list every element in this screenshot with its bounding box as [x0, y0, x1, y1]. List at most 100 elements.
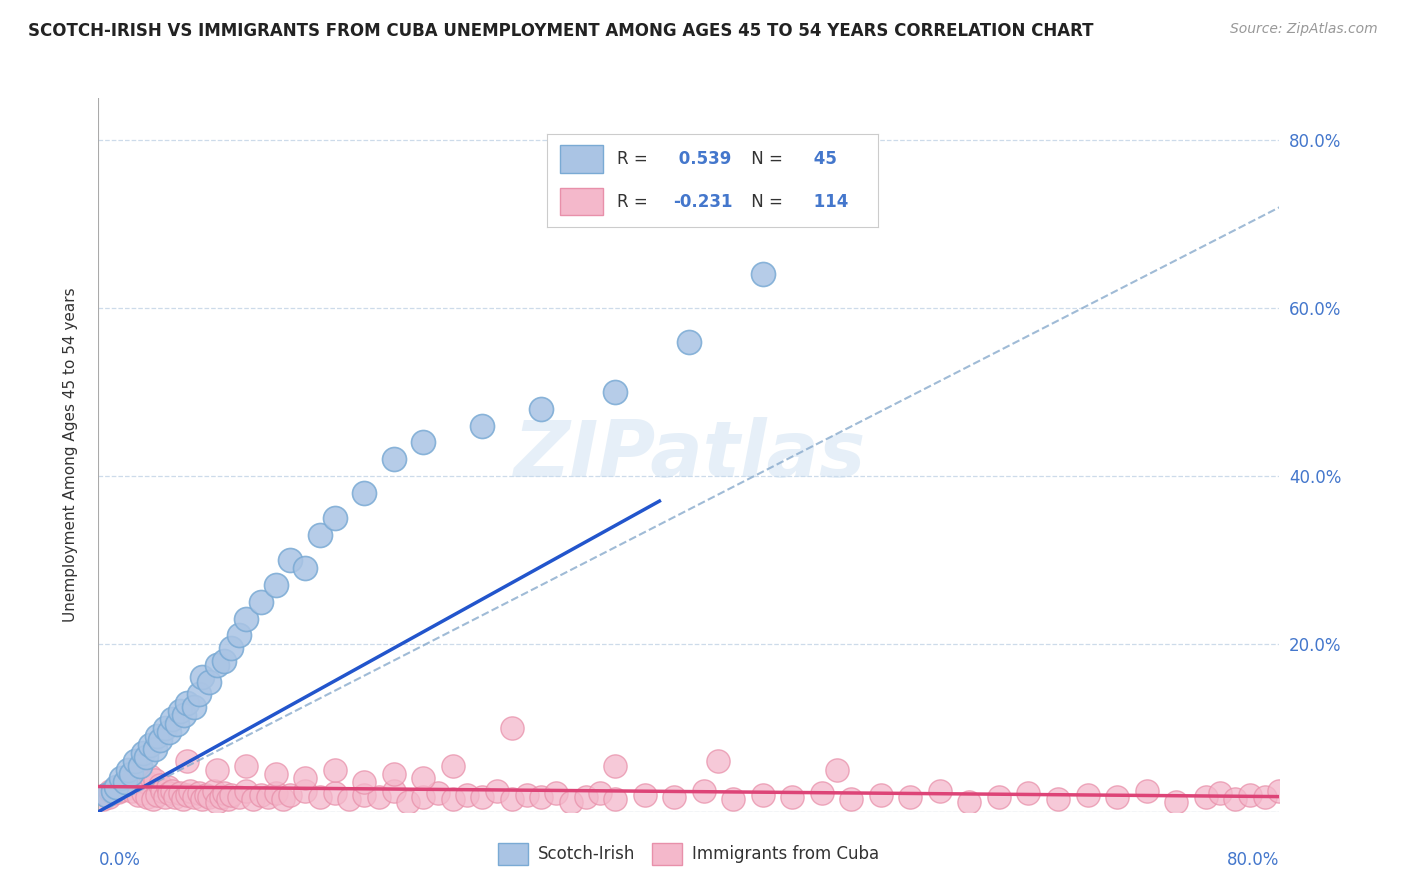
- Point: [782, 789, 804, 804]
- Point: [124, 755, 146, 769]
- Point: [841, 792, 863, 806]
- Point: [153, 721, 176, 735]
- Point: [353, 485, 375, 500]
- Point: [169, 704, 191, 718]
- Point: [1195, 789, 1218, 804]
- Point: [103, 786, 125, 800]
- Point: [217, 792, 239, 806]
- Point: [219, 788, 242, 802]
- Point: [117, 781, 139, 796]
- Point: [165, 789, 187, 804]
- Point: [205, 763, 228, 777]
- Point: [143, 741, 166, 756]
- Point: [501, 721, 523, 735]
- Point: [149, 778, 172, 792]
- Text: ZIPatlas: ZIPatlas: [513, 417, 865, 493]
- Point: [120, 767, 142, 781]
- Point: [111, 783, 134, 797]
- Point: [94, 788, 117, 802]
- Point: [150, 783, 173, 797]
- Point: [323, 763, 346, 777]
- Point: [136, 789, 159, 804]
- Point: [486, 783, 509, 797]
- Point: [368, 789, 391, 804]
- Point: [235, 783, 257, 797]
- Point: [128, 758, 150, 772]
- Point: [107, 784, 129, 798]
- Text: Source: ZipAtlas.com: Source: ZipAtlas.com: [1230, 22, 1378, 37]
- FancyBboxPatch shape: [561, 145, 603, 173]
- Point: [114, 775, 136, 789]
- Point: [198, 674, 221, 689]
- Point: [664, 789, 686, 804]
- Point: [105, 781, 128, 796]
- Point: [176, 788, 198, 802]
- Point: [693, 783, 716, 797]
- Point: [235, 758, 257, 772]
- Point: [202, 783, 225, 797]
- Point: [105, 780, 128, 794]
- Point: [515, 788, 537, 802]
- Point: [1223, 792, 1246, 806]
- Point: [187, 687, 209, 701]
- Text: 0.539: 0.539: [673, 150, 731, 168]
- Point: [191, 792, 214, 806]
- Point: [212, 786, 235, 800]
- Point: [94, 788, 117, 802]
- Point: [1209, 786, 1232, 800]
- Point: [179, 783, 201, 797]
- Point: [574, 789, 596, 804]
- Point: [271, 792, 294, 806]
- Point: [456, 788, 478, 802]
- Point: [205, 795, 228, 809]
- FancyBboxPatch shape: [561, 187, 603, 216]
- Point: [928, 783, 950, 797]
- Point: [1268, 783, 1291, 797]
- Point: [114, 778, 136, 792]
- Point: [209, 789, 232, 804]
- Point: [869, 788, 891, 802]
- Text: -0.231: -0.231: [673, 193, 733, 211]
- Point: [810, 786, 832, 800]
- Point: [162, 712, 183, 726]
- Point: [198, 789, 221, 804]
- Point: [605, 758, 627, 772]
- Point: [132, 786, 155, 800]
- Point: [959, 795, 981, 809]
- Point: [1017, 786, 1039, 800]
- Point: [530, 401, 553, 416]
- Point: [103, 783, 125, 797]
- Point: [633, 788, 655, 802]
- Point: [382, 783, 405, 797]
- Point: [191, 670, 214, 684]
- Point: [97, 789, 120, 804]
- Point: [412, 771, 434, 785]
- Point: [339, 792, 360, 806]
- Point: [172, 792, 194, 806]
- Point: [471, 418, 494, 433]
- Point: [250, 595, 273, 609]
- Text: 45: 45: [808, 150, 838, 168]
- Point: [142, 792, 165, 806]
- Y-axis label: Unemployment Among Ages 45 to 54 years: Unemployment Among Ages 45 to 54 years: [63, 287, 77, 623]
- Point: [412, 435, 434, 450]
- Point: [91, 792, 114, 806]
- Point: [1077, 788, 1099, 802]
- Point: [139, 738, 162, 752]
- Point: [678, 334, 700, 349]
- Point: [183, 699, 205, 714]
- Point: [396, 795, 419, 809]
- Point: [546, 786, 568, 800]
- Point: [278, 553, 302, 567]
- Point: [605, 384, 627, 399]
- Point: [751, 268, 773, 282]
- Point: [153, 789, 176, 804]
- Point: [127, 788, 149, 802]
- Point: [121, 783, 143, 797]
- Point: [235, 612, 257, 626]
- Point: [135, 775, 157, 789]
- Point: [471, 789, 494, 804]
- Point: [294, 771, 316, 785]
- Legend: Scotch-Irish, Immigrants from Cuba: Scotch-Irish, Immigrants from Cuba: [492, 837, 886, 871]
- Point: [149, 733, 172, 747]
